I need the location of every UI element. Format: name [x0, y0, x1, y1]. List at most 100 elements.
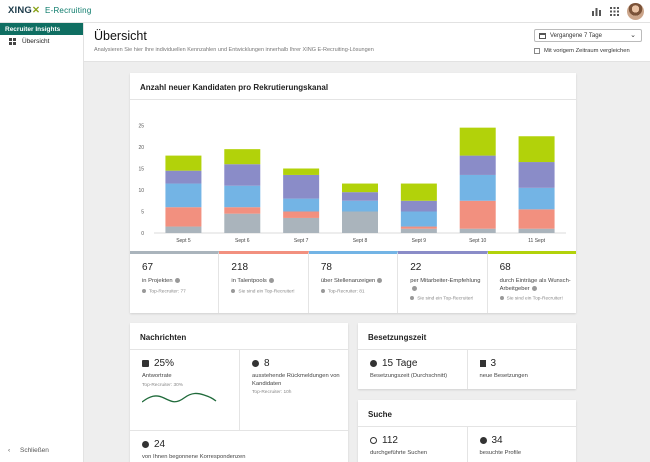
response-rate-cell: 25% Antwortrate Top-Recruiter: 30%	[130, 350, 239, 408]
bar-segment[interactable]	[400, 226, 437, 229]
stat-label: durch Einträge als Wunsch-Arbeitgeber	[499, 278, 571, 292]
x-tick-label: 11 Sept	[528, 238, 545, 244]
date-range-select[interactable]: Vergangene 7 Tage ⌄	[534, 29, 642, 42]
help-icon[interactable]	[174, 278, 180, 283]
conversations-cell: 24 von Ihnen begonnene Korrespondenzen	[130, 431, 348, 462]
time-to-hire-title: Besetzungszeit	[358, 323, 576, 350]
bar-segment[interactable]	[400, 200, 437, 212]
stat-note: Top-Recruiter: 77	[142, 288, 218, 294]
bar-segment[interactable]	[165, 183, 202, 208]
stat-note: Sie sind ein Top-Recruiter!	[231, 288, 307, 294]
pending-replies-cell: 8 ausstehende Rückmeldungen von Kandidat…	[240, 350, 348, 395]
y-tick-label: 15	[138, 167, 144, 173]
sidebar: Recruiter Insights Übersicht ‹ Schließen	[0, 23, 84, 462]
messages-card-title: Nachrichten	[130, 323, 348, 350]
help-icon[interactable]	[531, 285, 537, 291]
calendar-icon	[539, 32, 546, 39]
new-hires-value: 3	[490, 358, 497, 369]
apps-grid-icon[interactable]	[609, 6, 620, 17]
bar-segment[interactable]	[224, 164, 261, 186]
bar-segment[interactable]	[224, 207, 261, 214]
trophy-icon	[499, 296, 504, 301]
bar-segment[interactable]	[283, 174, 320, 199]
y-tick-label: 20	[138, 145, 144, 151]
x-tick-label: Sept 8	[353, 238, 368, 244]
bar-segment[interactable]	[518, 228, 555, 233]
time-to-hire-card: Besetzungszeit 15 Tage Besetzungszeit (D…	[358, 323, 576, 389]
stat-label: in Projekten	[142, 278, 218, 286]
bar-segment[interactable]	[400, 228, 437, 233]
bar-segment[interactable]	[165, 207, 202, 227]
bar-segment[interactable]	[459, 228, 496, 233]
conversations-label: von Ihnen begonnene Korrespondenzen	[142, 454, 246, 460]
search-split: 112 durchgeführte Suchen 34 besuchte Pro…	[358, 427, 576, 462]
bar-segment[interactable]	[283, 168, 320, 175]
y-tick-label: 25	[138, 124, 144, 130]
channel-stats: 67 in Projekten Top-Recruiter: 77 218 in Tal…	[130, 251, 577, 313]
page-subtitle: Analysieren Sie hier Ihre individuellen …	[94, 47, 374, 53]
sidebar-item-overview[interactable]: Übersicht	[0, 35, 83, 48]
bar-segment[interactable]	[459, 155, 496, 175]
stat-note: Top-Recruiter: 81	[320, 288, 397, 294]
top-bar: XING✕ E-Recruiting	[0, 0, 650, 23]
x-tick-label: Sept 7	[294, 238, 309, 244]
stat-value: 68	[499, 262, 511, 273]
page-title: Übersicht	[94, 29, 147, 43]
new-hires-label: neue Besetzungen	[479, 373, 528, 379]
new-hires-cell: 3 neue Besetzungen	[468, 350, 577, 389]
help-icon[interactable]	[412, 285, 418, 291]
page-header: Übersicht Analysieren Sie hier Ihre indi…	[84, 23, 650, 62]
response-rate-label: Antwortrate	[142, 373, 172, 379]
xing-logo[interactable]: XING✕ E-Recruiting	[8, 5, 91, 16]
stat-label: über Stellenanzeigen	[321, 278, 397, 286]
dashboard-icon	[9, 38, 16, 45]
channel-stat: 22 per Mitarbeiter-Empfehlung Sie sind ein…	[398, 251, 488, 313]
date-range-value: Vergangene 7 Tage	[550, 32, 602, 39]
compare-checkbox[interactable]: Mit vorigem Zeitraum vergleichen	[534, 48, 630, 54]
stat-label: in Talentpools	[231, 278, 307, 286]
search-card-title: Suche	[358, 400, 576, 427]
brand-name: XING	[8, 5, 33, 16]
bar-segment[interactable]	[459, 200, 496, 229]
trophy-icon	[320, 288, 325, 293]
response-rate-sparkline	[141, 392, 217, 403]
help-icon[interactable]	[268, 278, 274, 283]
sidebar-header: Recruiter Insights	[0, 23, 83, 35]
clock-icon	[252, 360, 259, 367]
bar-segment[interactable]	[342, 192, 378, 201]
users-icon	[479, 437, 487, 444]
bar-segment[interactable]	[342, 200, 378, 212]
avatar[interactable]	[627, 3, 644, 20]
bar-segment[interactable]	[165, 226, 202, 233]
bar-segment[interactable]	[518, 209, 555, 229]
bar-chart-icon[interactable]	[591, 6, 602, 17]
help-icon[interactable]	[377, 278, 383, 283]
bar-segment[interactable]	[283, 198, 320, 212]
duration-label: Besetzungszeit (Durchschnitt)	[370, 373, 448, 379]
bar-segment[interactable]	[224, 185, 261, 208]
bar-segment[interactable]	[518, 187, 555, 210]
y-tick-label: 0	[141, 231, 144, 237]
collapse-sidebar-button[interactable]: ‹ Schließen	[8, 447, 49, 454]
bar-segment[interactable]	[224, 213, 261, 233]
bar-segment[interactable]	[342, 211, 378, 234]
bar-segment[interactable]	[400, 211, 437, 227]
search-icon	[370, 437, 377, 444]
bar-segment[interactable]	[165, 155, 202, 171]
bar-segment[interactable]	[165, 170, 202, 184]
bar-segment[interactable]	[224, 149, 261, 165]
response-rate-note: Top-Recruiter: 30%	[142, 382, 184, 388]
bar-segment[interactable]	[400, 183, 437, 201]
bar-segment[interactable]	[283, 211, 320, 218]
flag-icon	[479, 360, 486, 367]
bar-segment[interactable]	[342, 183, 378, 193]
x-tick-label: Sept 6	[235, 238, 250, 244]
clock-icon	[370, 360, 377, 367]
checkbox-box[interactable]	[534, 48, 540, 54]
bar-segment[interactable]	[283, 217, 320, 233]
bar-segment[interactable]	[518, 162, 555, 188]
bar-segment[interactable]	[459, 174, 496, 201]
bar-segment[interactable]	[518, 136, 555, 163]
bar-segment[interactable]	[459, 127, 496, 156]
conversations-value: 24	[154, 439, 166, 450]
